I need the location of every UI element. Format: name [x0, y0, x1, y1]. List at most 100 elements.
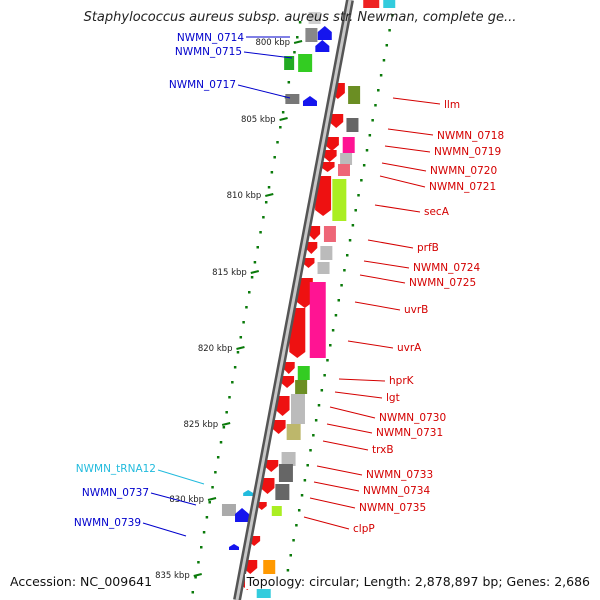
ruler-dot	[199, 546, 203, 549]
gene-label[interactable]: NWMN_0719	[434, 146, 501, 158]
gene-label[interactable]: NWMN_0725	[409, 277, 476, 289]
gene-label[interactable]: llm	[444, 99, 460, 111]
ruler-dot	[262, 216, 265, 219]
gene-feature	[363, 0, 380, 8]
ruler-dot	[250, 276, 254, 279]
gene-feature	[298, 54, 313, 72]
gene-label[interactable]: NWMN_0739	[74, 517, 141, 529]
gene-label[interactable]: NWMN_0714	[177, 32, 244, 44]
gene-feature	[315, 40, 330, 52]
ruler-dot	[242, 321, 245, 324]
gene-feature	[282, 362, 295, 374]
gene-label[interactable]: lgt	[386, 392, 400, 404]
ruler-dot	[391, 14, 394, 17]
label-leader-line	[338, 378, 386, 382]
ruler-dot	[365, 149, 369, 152]
gene-feature	[308, 226, 321, 240]
gene-label[interactable]: uvrA	[397, 342, 422, 354]
ruler-dot	[320, 389, 324, 392]
ruler-dot	[374, 104, 377, 107]
gene-label[interactable]: NWMN_0718	[437, 130, 504, 142]
gene-feature	[275, 484, 290, 500]
gene-label[interactable]: secA	[424, 206, 450, 218]
ruler-dot	[309, 449, 312, 452]
gene-feature	[315, 176, 332, 216]
gene-feature	[243, 490, 254, 496]
ruler-dot	[296, 36, 299, 39]
gene-feature	[286, 424, 301, 440]
ruler-dot	[298, 21, 302, 24]
gene-label[interactable]: NWMN_0715	[175, 46, 242, 58]
gene-feature	[346, 118, 359, 132]
gene-label[interactable]: NWMN_0733	[366, 469, 433, 481]
ruler-dot	[214, 471, 217, 474]
ruler-dot	[345, 254, 349, 257]
label-leader-line	[326, 423, 373, 434]
gene-label[interactable]: NWMN_0734	[363, 485, 430, 497]
ruler-dot	[194, 576, 197, 579]
gene-label[interactable]: NWMN_0721	[429, 181, 496, 193]
ruler-dot	[202, 531, 206, 534]
label-leader-line	[359, 274, 406, 284]
ruler-dot	[326, 359, 329, 362]
ruler-dot	[300, 494, 304, 497]
ruler-dot	[348, 239, 352, 242]
ruler-dot	[236, 351, 240, 354]
ruler-dot	[248, 291, 251, 294]
gene-feature	[320, 162, 335, 172]
gene-label[interactable]: uvrB	[404, 304, 428, 316]
gene-label[interactable]: NWMN_tRNA12	[76, 463, 156, 475]
gene-label[interactable]: NWMN_0720	[430, 165, 497, 177]
gene-feature	[263, 560, 276, 574]
gene-label[interactable]: NWMN_0737	[82, 487, 149, 499]
gene-feature	[256, 502, 267, 510]
ruler-dot	[205, 516, 209, 519]
ruler-tick-label: 830 kbp	[169, 495, 204, 505]
gene-feature	[324, 137, 339, 151]
gene-label[interactable]: hprK	[389, 375, 415, 387]
gene-label[interactable]: NWMN_0724	[413, 262, 480, 274]
gene-label[interactable]: NWMN_0717	[169, 79, 236, 91]
ruler-dot	[314, 419, 318, 422]
gene-label[interactable]: NWMN_0730	[379, 412, 446, 424]
label-leader-line	[322, 440, 369, 451]
gene-feature	[302, 96, 317, 106]
label-leader-line	[374, 204, 421, 213]
gene-feature	[284, 56, 295, 70]
label-leader-line	[142, 522, 187, 537]
ruler-dot	[297, 509, 301, 512]
gene-label[interactable]: prfB	[417, 242, 439, 254]
ruler-dot	[340, 284, 343, 287]
ruler-dot	[208, 501, 211, 504]
ruler-tick	[279, 117, 288, 121]
gene-feature	[329, 114, 344, 128]
gene-labels: NWMN_0714 NWMN_0715 NWMN_0717 NWMN_0737 NWMN…	[74, 32, 504, 537]
gene-feature	[332, 179, 347, 221]
ruler-dot	[276, 141, 279, 144]
gene-label[interactable]: NWMN_0735	[359, 502, 426, 514]
ruler-tick-label: 825 kbp	[184, 420, 219, 430]
topology-summary: Topology: circular; Length: 2,878,897 bp…	[244, 574, 592, 589]
ruler-dot	[382, 59, 386, 62]
ruler-dot	[256, 246, 259, 249]
gene-feature	[308, 12, 321, 24]
gene-feature	[305, 28, 318, 42]
gene-feature	[337, 164, 350, 176]
ruler-dot	[371, 119, 374, 122]
ruler-dot	[253, 261, 257, 264]
label-leader-line	[347, 340, 394, 349]
gene-feature	[348, 86, 361, 104]
label-leader-line	[367, 239, 414, 249]
gene-label[interactable]: trxB	[372, 444, 394, 456]
ruler-dot	[306, 464, 309, 467]
gene-feature	[320, 246, 333, 260]
label-leader-line	[243, 51, 293, 59]
gene-label[interactable]: NWMN_0731	[376, 427, 443, 439]
ruler-dot	[323, 374, 326, 377]
ruler-dot	[337, 299, 341, 302]
gene-label[interactable]: clpP	[353, 523, 375, 535]
ruler-dot	[219, 441, 223, 444]
ruler-tick-label: 820 kbp	[198, 344, 233, 354]
ruler-dot	[197, 561, 200, 564]
ruler-dot	[233, 366, 237, 369]
